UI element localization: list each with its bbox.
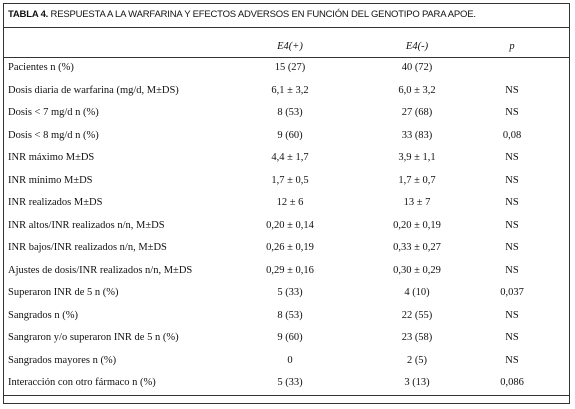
rule <box>3 27 570 28</box>
table-frame <box>3 3 570 404</box>
cell-value: NS <box>505 174 519 186</box>
cell-value: NS <box>505 354 519 366</box>
cell-value: 0,29 ± 0,16 <box>266 264 314 276</box>
cell-value: 2 (5) <box>406 354 428 366</box>
row-label: Interacción con otro fármaco n (%) <box>8 377 156 388</box>
cell-value: 5 (33) <box>277 287 303 298</box>
cell-value: 0 <box>287 354 293 366</box>
cell-value: 0,08 <box>502 129 522 141</box>
row-label: Pacientes n (%) <box>8 62 74 73</box>
cell-value: 5 (33) <box>277 377 303 388</box>
row-label: INR altos/INR realizados n/n, M±DS <box>8 219 165 231</box>
rule <box>3 57 570 58</box>
cell-value: 0,20 ± 0,19 <box>393 219 441 231</box>
cell-value: 6,0 ± 3,2 <box>398 84 436 96</box>
cell-value: NS <box>505 152 519 163</box>
caption: TABLA 4. RESPUESTA A LA WARFARINA Y EFEC… <box>8 9 476 20</box>
cell-value: 0,30 ± 0,29 <box>393 264 441 276</box>
cell-value: NS <box>505 309 519 321</box>
row-label: INR bajos/INR realizados n/n, M±DS <box>8 242 167 253</box>
cell-value: 27 (68) <box>401 107 433 118</box>
cell-value: NS <box>505 107 519 118</box>
cell-value: NS <box>505 332 519 343</box>
cell-value: NS <box>505 84 519 96</box>
cell-value: 8 (53) <box>277 309 303 321</box>
cell-value: 12 ± 6 <box>276 197 304 208</box>
cell-value: 0,037 <box>500 287 524 298</box>
row-label: INR máximo M±DS <box>8 152 95 163</box>
column-header: E4(+) <box>277 41 303 52</box>
cell-value: 1,7 ± 0,7 <box>398 174 436 186</box>
cell-value: 13 ± 7 <box>403 197 431 208</box>
cell-value: 23 (58) <box>401 332 433 343</box>
cell-value: 1,7 ± 0,5 <box>271 174 309 186</box>
row-label: INR mínimo M±DS <box>8 174 93 186</box>
column-header: E4(-) <box>405 41 429 52</box>
row-label: Superaron INR de 5 n (%) <box>8 287 119 298</box>
cell-value: 4 (10) <box>404 287 430 298</box>
row-label: Sangrados n (%) <box>8 309 78 321</box>
cell-value: 22 (55) <box>401 309 433 321</box>
cell-value: NS <box>505 219 519 231</box>
cell-value: 6,1 ± 3,2 <box>271 84 309 96</box>
cell-value: 40 (72) <box>401 62 433 73</box>
cell-value: NS <box>505 197 519 208</box>
cell-value: NS <box>505 242 519 253</box>
cell-value: 3,9 ± 1,1 <box>398 152 436 163</box>
cell-value: NS <box>505 264 519 276</box>
cell-value: 0,086 <box>500 377 524 388</box>
row-label: Ajustes de dosis/INR realizados n/n, M±D… <box>8 264 193 276</box>
cell-value: 4,4 ± 1,7 <box>271 152 309 163</box>
row-label: Dosis < 7 mg/d n (%) <box>8 107 99 118</box>
cell-value: 9 (60) <box>277 332 303 343</box>
cell-value: 9 (60) <box>277 129 303 141</box>
cell-value: 15 (27) <box>274 62 306 73</box>
rule <box>3 395 570 396</box>
caption-label: TABLA 4. <box>8 9 49 20</box>
cell-value: 0,20 ± 0,14 <box>266 219 314 231</box>
cell-value: 0,26 ± 0,19 <box>266 242 314 253</box>
caption-text: RESPUESTA A LA WARFARINA Y EFECTOS ADVER… <box>50 9 476 20</box>
column-header: p <box>509 41 515 52</box>
cell-value: 33 (83) <box>401 129 433 141</box>
row-label: Sangrados mayores n (%) <box>8 354 117 366</box>
cell-value: 0,33 ± 0,27 <box>393 242 441 253</box>
row-label: Dosis < 8 mg/d n (%) <box>8 129 99 141</box>
row-label: Sangraron y/o superaron INR de 5 n (%) <box>8 332 179 343</box>
cell-value: 8 (53) <box>277 107 303 118</box>
row-label: INR realizados M±DS <box>8 197 103 208</box>
row-label: Dosis diaria de warfarina (mg/d, M±DS) <box>8 84 179 96</box>
cell-value: 3 (13) <box>404 377 430 388</box>
